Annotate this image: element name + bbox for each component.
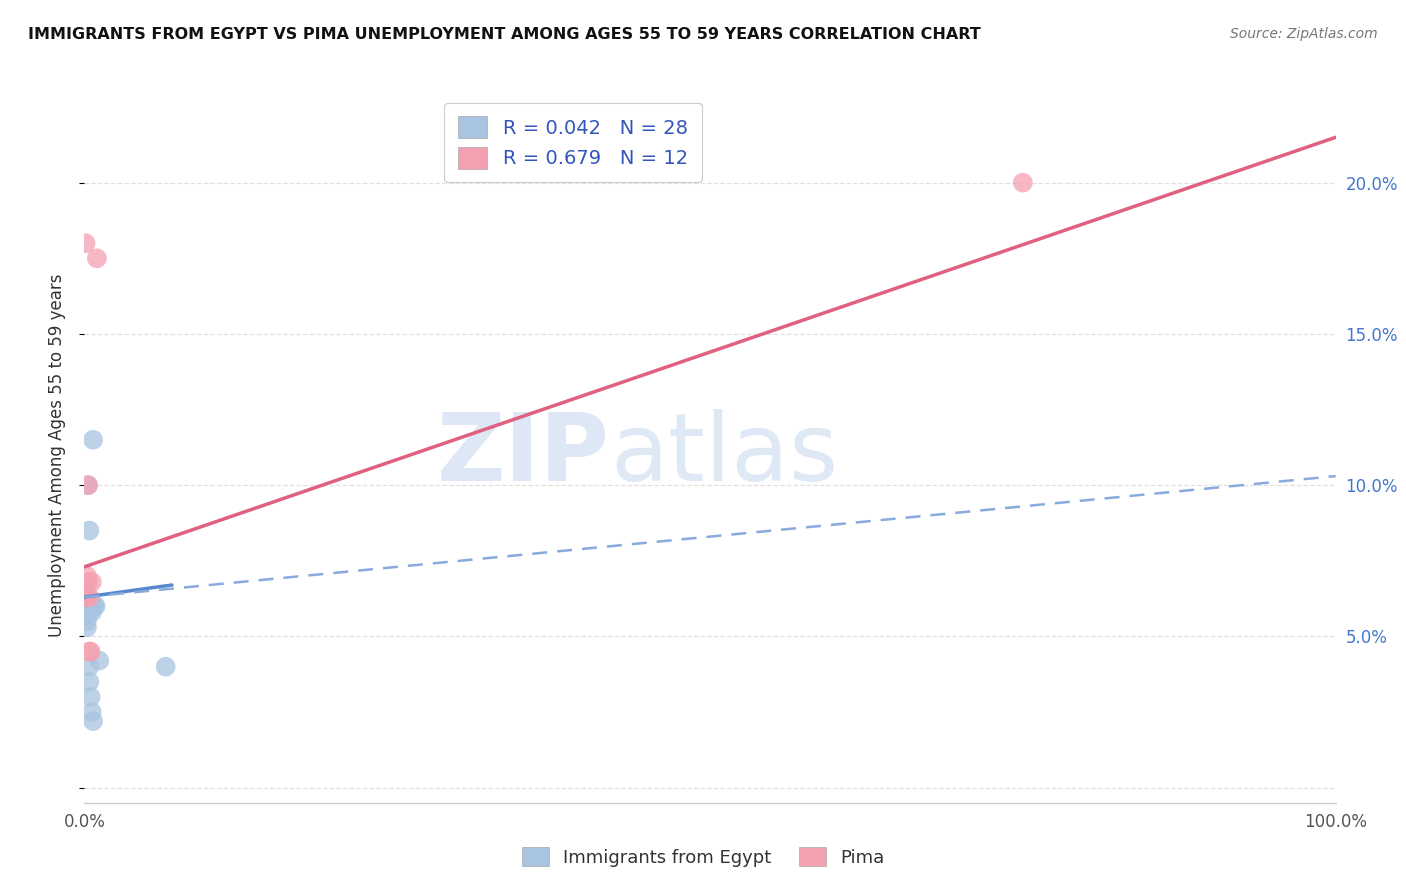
Point — [155, 659, 177, 673]
Point — [86, 252, 108, 266]
Text: IMMIGRANTS FROM EGYPT VS PIMA UNEMPLOYMENT AMONG AGES 55 TO 59 YEARS CORRELATION: IMMIGRANTS FROM EGYPT VS PIMA UNEMPLOYME… — [28, 27, 981, 42]
Point — [79, 599, 101, 614]
Legend: Immigrants from Egypt, Pima: Immigrants from Egypt, Pima — [515, 840, 891, 874]
Point — [80, 574, 103, 589]
Point — [75, 590, 97, 604]
Point — [82, 714, 104, 728]
Point — [79, 590, 101, 604]
Point — [76, 620, 98, 634]
Point — [80, 705, 103, 719]
Point — [75, 605, 97, 619]
Point — [76, 590, 98, 604]
Point — [89, 654, 111, 668]
Point — [75, 599, 97, 614]
Text: Source: ZipAtlas.com: Source: ZipAtlas.com — [1230, 27, 1378, 41]
Point — [77, 593, 100, 607]
Point — [76, 569, 98, 583]
Point — [79, 593, 101, 607]
Point — [79, 659, 101, 673]
Y-axis label: Unemployment Among Ages 55 to 59 years: Unemployment Among Ages 55 to 59 years — [48, 273, 66, 637]
Point — [79, 690, 101, 704]
Point — [75, 584, 97, 599]
Point — [77, 599, 100, 614]
Point — [79, 524, 101, 538]
Point — [79, 644, 101, 658]
Text: ZIP: ZIP — [437, 409, 610, 501]
Point — [75, 236, 97, 251]
Point — [75, 593, 97, 607]
Legend: R = 0.042   N = 28, R = 0.679   N = 12: R = 0.042 N = 28, R = 0.679 N = 12 — [444, 103, 702, 182]
Text: atlas: atlas — [610, 409, 838, 501]
Point — [79, 674, 101, 689]
Point — [77, 574, 100, 589]
Point — [1012, 176, 1035, 190]
Point — [79, 599, 101, 614]
Point — [76, 608, 98, 623]
Point — [77, 478, 100, 492]
Point — [80, 605, 103, 619]
Point — [82, 433, 104, 447]
Point — [76, 599, 98, 614]
Point — [79, 644, 101, 658]
Point — [76, 590, 98, 604]
Point — [84, 599, 107, 614]
Point — [76, 615, 98, 629]
Point — [83, 599, 105, 614]
Point — [77, 478, 100, 492]
Point — [77, 605, 100, 619]
